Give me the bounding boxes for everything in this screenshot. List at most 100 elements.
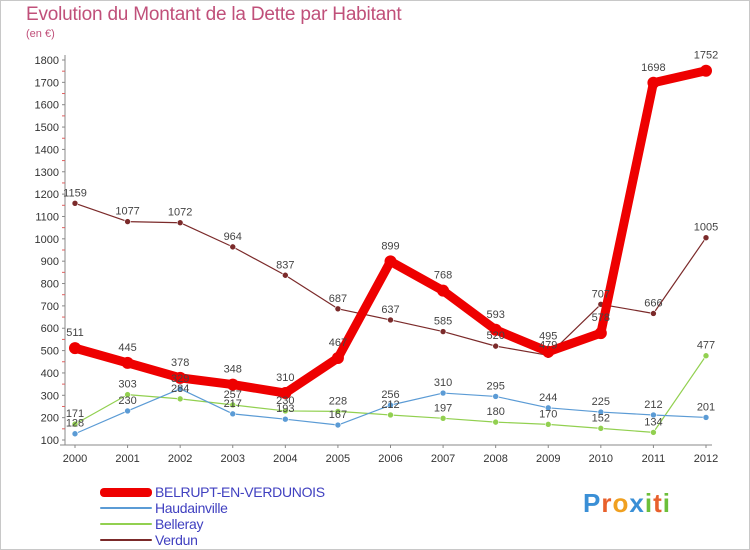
series-belrupt-en-verdunois [69, 64, 712, 400]
data-point [439, 389, 447, 397]
data-label: 230 [118, 395, 136, 407]
data-label: 171 [66, 408, 84, 420]
data-point [282, 271, 289, 279]
data-label: 467 [329, 337, 347, 349]
x-tick-label: 2005 [326, 453, 350, 465]
data-point [489, 323, 502, 336]
data-label: 230 [276, 395, 294, 407]
data-label: 167 [329, 409, 347, 421]
data-label: 666 [644, 297, 662, 309]
data-point [544, 421, 552, 428]
x-tick-label: 2000 [63, 453, 87, 465]
logo-letter: t [653, 488, 663, 518]
data-label: 707 [592, 288, 610, 300]
data-point [597, 408, 605, 416]
x-tick-label: 2006 [378, 453, 402, 465]
series-line [70, 66, 711, 398]
data-point [176, 385, 184, 393]
data-point [176, 395, 184, 403]
y-tick-label: 1200 [35, 189, 59, 201]
data-label: 225 [592, 396, 610, 408]
data-label: 310 [434, 377, 452, 389]
logo-letter: o [612, 488, 630, 518]
data-label: 134 [644, 416, 662, 428]
logo-letter: i [662, 488, 671, 518]
data-point [124, 407, 131, 415]
data-label: 244 [539, 392, 557, 404]
y-tick-label: 900 [41, 256, 59, 268]
data-label: 593 [486, 309, 504, 321]
x-tick-label: 2002 [168, 453, 192, 465]
data-label: 768 [434, 270, 452, 282]
legend-swatch [100, 523, 152, 525]
data-point [597, 425, 605, 432]
data-point [121, 356, 134, 369]
data-point [69, 342, 81, 355]
data-label: 511 [66, 327, 84, 339]
data-point [384, 255, 397, 268]
data-label: 257 [224, 389, 242, 401]
data-point [334, 305, 342, 313]
legend-swatch [100, 507, 152, 509]
data-label: 193 [276, 403, 294, 415]
y-tick-label: 1600 [35, 100, 59, 112]
data-label: 1077 [115, 206, 139, 218]
legend-item: BELRUPT-EN-VERDUNOIS [100, 484, 420, 500]
data-label: 197 [434, 402, 452, 414]
logo-letter: x [629, 488, 645, 518]
data-point [650, 429, 657, 436]
data-point [229, 401, 237, 409]
data-label: 479 [539, 339, 557, 351]
data-label: 1005 [694, 222, 718, 234]
data-point [282, 415, 289, 423]
legend-label: Verdun [155, 532, 198, 548]
data-point [702, 414, 710, 421]
series-haudainville [71, 385, 710, 438]
y-tick-label: 800 [41, 279, 59, 291]
data-point [439, 328, 447, 335]
chart-title: Evolution du Montant de la Dette par Hab… [26, 4, 402, 25]
y-tick-label: 300 [41, 390, 59, 402]
data-point [282, 407, 289, 415]
data-label: 284 [171, 383, 189, 395]
data-point [542, 345, 555, 358]
data-label: 520 [486, 330, 504, 342]
data-label: 495 [539, 331, 557, 343]
data-label: 201 [697, 401, 715, 413]
data-label: 256 [381, 389, 399, 401]
data-point [124, 218, 131, 225]
data-label: 578 [592, 312, 610, 324]
data-point [331, 351, 344, 364]
y-tick-label: 700 [41, 301, 59, 313]
data-point [387, 411, 394, 419]
x-tick-label: 2011 [642, 453, 666, 465]
data-label: 295 [486, 380, 504, 392]
data-point [594, 327, 607, 340]
data-point [437, 284, 450, 297]
y-tick-label: 200 [41, 413, 59, 425]
axes: 100 200 300 400 500 600 700 800 900 1000 1100 1200 1… [35, 55, 718, 465]
chart-subtitle: (en €) [26, 28, 55, 40]
data-label: 217 [224, 398, 242, 410]
data-point [492, 418, 499, 426]
y-tick-label: 1500 [35, 122, 59, 134]
legend-label: Belleray [155, 516, 204, 532]
data-label: 170 [539, 408, 557, 420]
data-label: 687 [329, 293, 347, 305]
data-point [334, 421, 342, 429]
legend-item: Haudainville [100, 500, 420, 516]
data-label: 964 [224, 231, 242, 243]
data-label: 445 [118, 342, 136, 354]
data-labels-layer: 511 445 378 348 310 467 899 768 593 495 578 1698 175… [63, 50, 718, 430]
data-label: 212 [644, 399, 662, 411]
data-label: 637 [381, 304, 399, 316]
data-label: 180 [486, 406, 504, 418]
y-tick-label: 1800 [35, 55, 59, 67]
data-label: 128 [66, 418, 84, 430]
data-label: 1752 [694, 50, 718, 62]
y-tick-label: 1400 [35, 144, 59, 156]
y-tick-label: 400 [41, 368, 59, 380]
data-point [174, 371, 187, 384]
data-point [702, 234, 710, 242]
